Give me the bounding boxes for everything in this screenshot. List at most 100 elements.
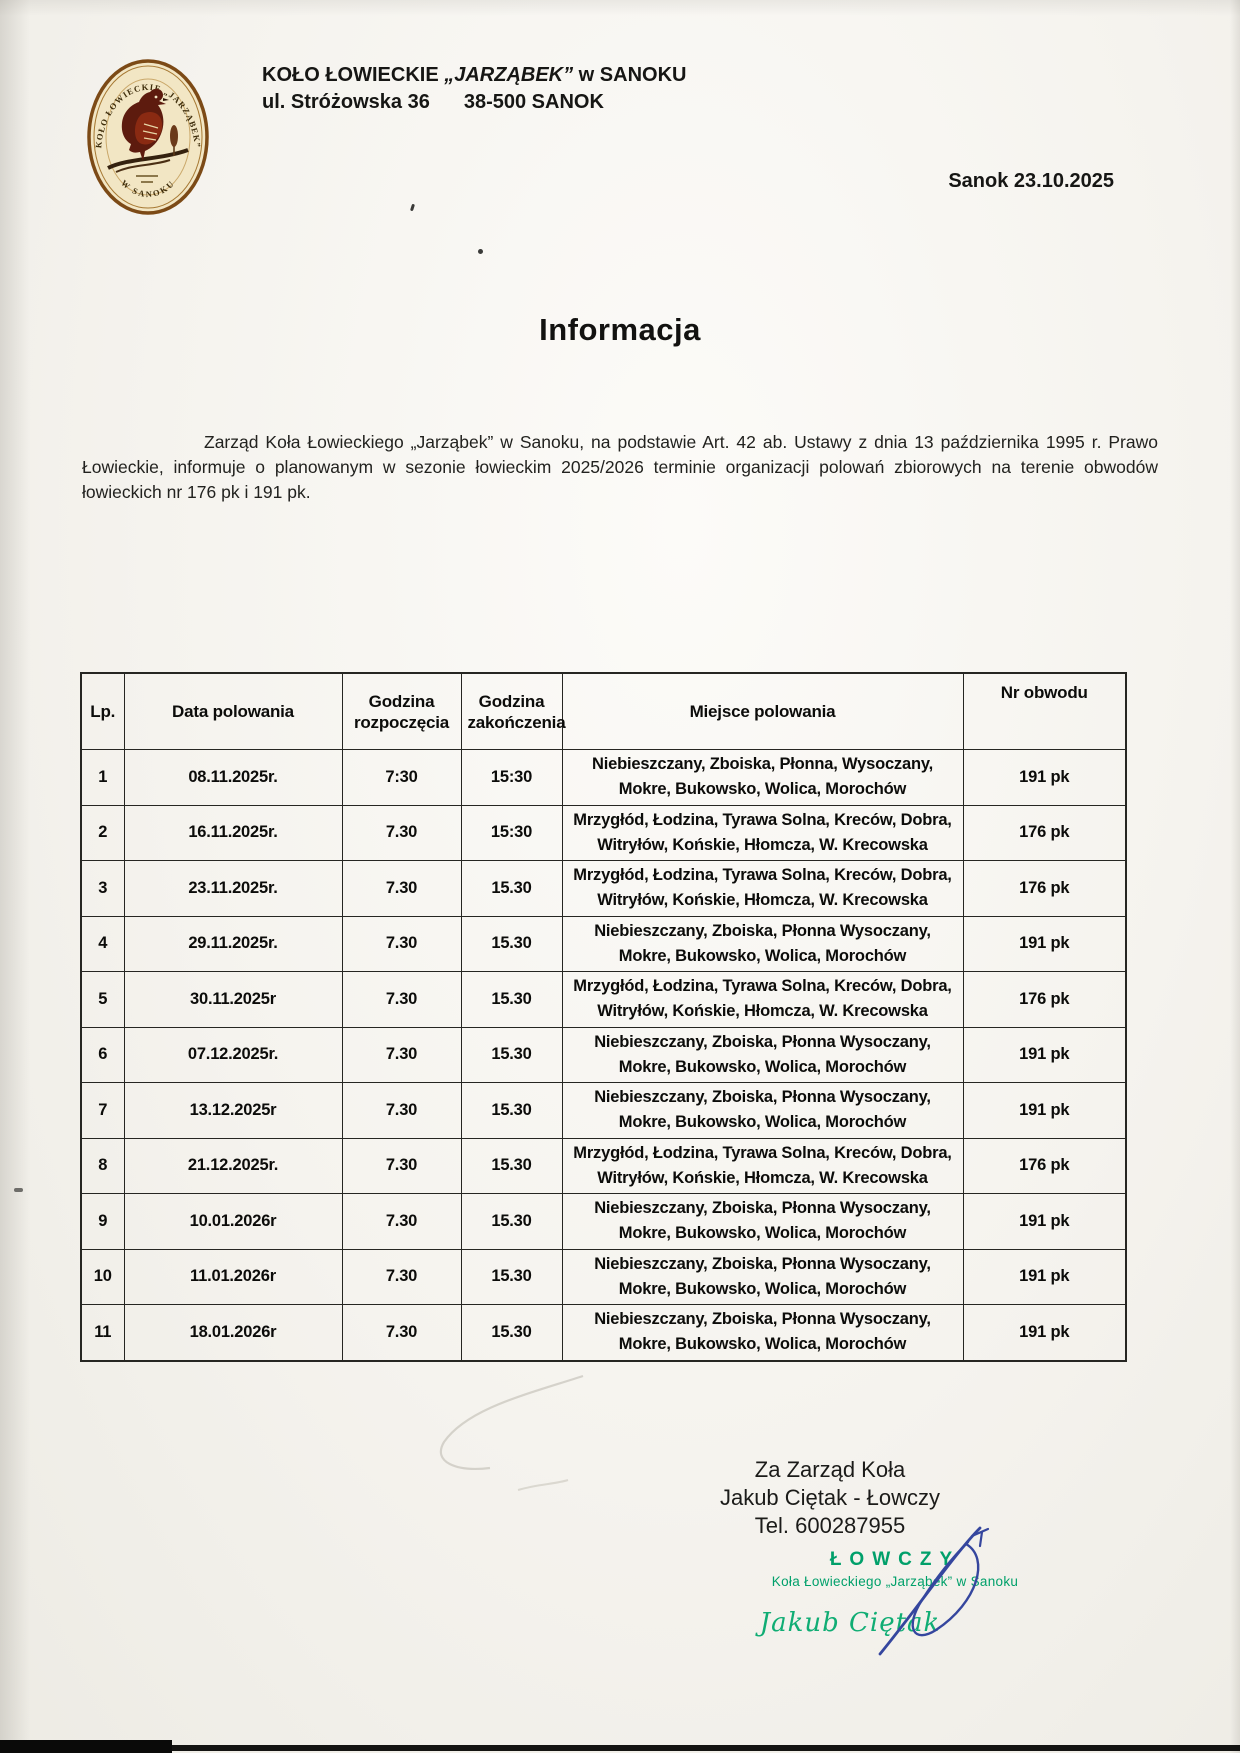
scan-edge-shadow-top xyxy=(0,0,1240,16)
header-district: Nr obwodu xyxy=(962,672,1127,750)
org-address: ul. Stróżowska 36 38-500 SANOK xyxy=(262,91,604,113)
cell-end: 15:30 xyxy=(460,749,563,806)
scan-bottom-bar xyxy=(0,1740,172,1753)
huntsman-stamp: ŁOWCZY Koła Łowieckiego „Jarząbek” w San… xyxy=(695,1549,1095,1589)
cell-start: 7.30 xyxy=(341,860,462,917)
cell-lp: 8 xyxy=(80,1137,125,1194)
intro-paragraph: Zarząd Koła Łowieckiego „Jarząbek” w San… xyxy=(82,431,1158,502)
stamp-role: ŁOWCZY xyxy=(829,1549,961,1570)
cell-lp: 9 xyxy=(80,1193,125,1250)
document-title: Informacja xyxy=(539,312,701,347)
table-row: 11 18.01.2026r 7.30 15.30 Niebieszczany,… xyxy=(80,1304,1127,1361)
table-row: 1 08.11.2025r. 7:30 15:30 Niebieszczany,… xyxy=(80,749,1127,806)
cell-end: 15.30 xyxy=(460,1137,563,1194)
cell-lp: 6 xyxy=(80,1026,125,1083)
cell-end: 15.30 xyxy=(460,915,563,972)
stamp-facsimile-name: Jakub Ciętak xyxy=(759,1608,941,1638)
cell-start: 7.30 xyxy=(341,1193,462,1250)
cell-lp: 5 xyxy=(80,971,125,1028)
cell-start: 7.30 xyxy=(341,971,462,1028)
cell-lp: 10 xyxy=(80,1248,125,1305)
scan-speck xyxy=(14,1188,23,1192)
scan-edge-shadow-right xyxy=(1230,0,1240,1753)
cell-district: 191 pk xyxy=(962,1026,1127,1083)
place-and-date: Sanok 23.10.2025 xyxy=(948,170,1114,192)
cell-place: Mrzygłód, Łodzina, Tyrawa Solna, Kreców,… xyxy=(561,804,964,861)
table-row: 9 10.01.2026r 7.30 15.30 Niebieszczany, … xyxy=(80,1193,1127,1250)
hunting-club-crest-icon: KOŁO ŁOWIECKIE „JARZĄBEK” W SANOKU xyxy=(87,59,209,215)
table-row: 2 16.11.2025r. 7.30 15:30 Mrzygłód, Łodz… xyxy=(80,804,1127,861)
signature-line-2: Jakub Ciętak - Łowczy xyxy=(719,1485,941,1510)
cell-district: 191 pk xyxy=(962,1082,1127,1139)
cell-date: 29.11.2025r. xyxy=(123,915,343,972)
cell-place: Niebieszczany, Zboiska, Płonna Wysoczany… xyxy=(561,1193,964,1250)
letterhead: KOŁO ŁOWIECKIE „JARZĄBEK” w SANOKU ul. S… xyxy=(262,62,686,116)
cell-end: 15.30 xyxy=(460,1248,563,1305)
table-row: 7 13.12.2025r 7.30 15.30 Niebieszczany, … xyxy=(80,1082,1127,1139)
scan-bottom-line xyxy=(0,1745,1240,1751)
scan-edge-shadow-left xyxy=(0,0,30,1753)
org-name: KOŁO ŁOWIECKIE „JARZĄBEK” w SANOKU xyxy=(262,64,687,86)
table-header-row: Lp. Data polowania Godzina rozpoczęcia G… xyxy=(80,672,1127,750)
cell-district: 176 pk xyxy=(962,1137,1127,1194)
table-row: 10 11.01.2026r 7.30 15.30 Niebieszczany,… xyxy=(80,1248,1127,1305)
cell-district: 176 pk xyxy=(962,860,1127,917)
cell-start: 7.30 xyxy=(341,1082,462,1139)
cell-date: 18.01.2026r xyxy=(123,1304,343,1361)
cell-lp: 11 xyxy=(80,1304,125,1361)
scan-speck xyxy=(409,203,416,212)
pencil-scribble-icon xyxy=(439,1374,584,1491)
cell-date: 16.11.2025r. xyxy=(123,804,343,861)
handwritten-signature xyxy=(852,1518,1022,1673)
cell-date: 10.01.2026r xyxy=(123,1193,343,1250)
cell-date: 30.11.2025r xyxy=(123,971,343,1028)
cell-district: 191 pk xyxy=(962,915,1127,972)
pencil-scribble xyxy=(398,1368,608,1513)
cell-place: Niebieszczany, Zboiska, Płonna, Wysoczan… xyxy=(561,749,964,806)
scan-speck xyxy=(478,249,483,254)
stamp-club-name: Koła Łowieckiego „Jarząbek” w Sanoku xyxy=(771,1574,1019,1589)
cell-district: 191 pk xyxy=(962,1193,1127,1250)
header-start-time: Godzina rozpoczęcia xyxy=(341,672,462,750)
cell-district: 176 pk xyxy=(962,971,1127,1028)
cell-start: 7.30 xyxy=(341,1248,462,1305)
header-date: Data polowania xyxy=(123,672,343,750)
cell-end: 15.30 xyxy=(460,1193,563,1250)
cell-place: Niebieszczany, Zboiska, Płonna Wysoczany… xyxy=(561,1304,964,1361)
header-end-time: Godzina zakończenia xyxy=(460,672,566,750)
cell-date: 07.12.2025r. xyxy=(123,1026,343,1083)
cell-end: 15.30 xyxy=(460,860,563,917)
cell-end: 15:30 xyxy=(460,804,563,861)
cell-lp: 4 xyxy=(80,915,125,972)
pen-signature-icon xyxy=(878,1526,990,1656)
table-row: 6 07.12.2025r. 7.30 15.30 Niebieszczany,… xyxy=(80,1026,1127,1083)
cell-date: 13.12.2025r xyxy=(123,1082,343,1139)
table-row: 5 30.11.2025r 7.30 15.30 Mrzygłód, Łodzi… xyxy=(80,971,1127,1028)
signature-block: Za Zarząd Koła Jakub Ciętak - Łowczy Tel… xyxy=(630,1456,1030,1540)
signature-line-3: Tel. 600287955 xyxy=(754,1513,906,1538)
cell-lp: 1 xyxy=(80,749,125,806)
table-row: 3 23.11.2025r. 7.30 15.30 Mrzygłód, Łodz… xyxy=(80,860,1127,917)
cell-date: 23.11.2025r. xyxy=(123,860,343,917)
cell-date: 08.11.2025r. xyxy=(123,749,343,806)
cell-place: Niebieszczany, Zboiska, Płonna Wysoczany… xyxy=(561,1248,964,1305)
cell-date: 21.12.2025r. xyxy=(123,1137,343,1194)
cell-lp: 2 xyxy=(80,804,125,861)
cell-start: 7.30 xyxy=(341,1026,462,1083)
cell-district: 191 pk xyxy=(962,749,1127,806)
cell-start: 7.30 xyxy=(341,915,462,972)
cell-end: 15.30 xyxy=(460,1082,563,1139)
cell-district: 191 pk xyxy=(962,1304,1127,1361)
header-lp: Lp. xyxy=(80,672,125,750)
cell-date: 11.01.2026r xyxy=(123,1248,343,1305)
cell-place: Mrzygłód, Łodzina, Tyrawa Solna, Kreców,… xyxy=(561,1137,964,1194)
cell-lp: 7 xyxy=(80,1082,125,1139)
cell-place: Mrzygłód, Łodzina, Tyrawa Solna, Kreców,… xyxy=(561,971,964,1028)
cell-place: Niebieszczany, Zboiska, Płonna Wysoczany… xyxy=(561,1026,964,1083)
cell-district: 191 pk xyxy=(962,1248,1127,1305)
cell-end: 15.30 xyxy=(460,1304,563,1361)
cell-start: 7.30 xyxy=(341,1137,462,1194)
table-row: 4 29.11.2025r. 7.30 15.30 Niebieszczany,… xyxy=(80,915,1127,972)
cell-lp: 3 xyxy=(80,860,125,917)
